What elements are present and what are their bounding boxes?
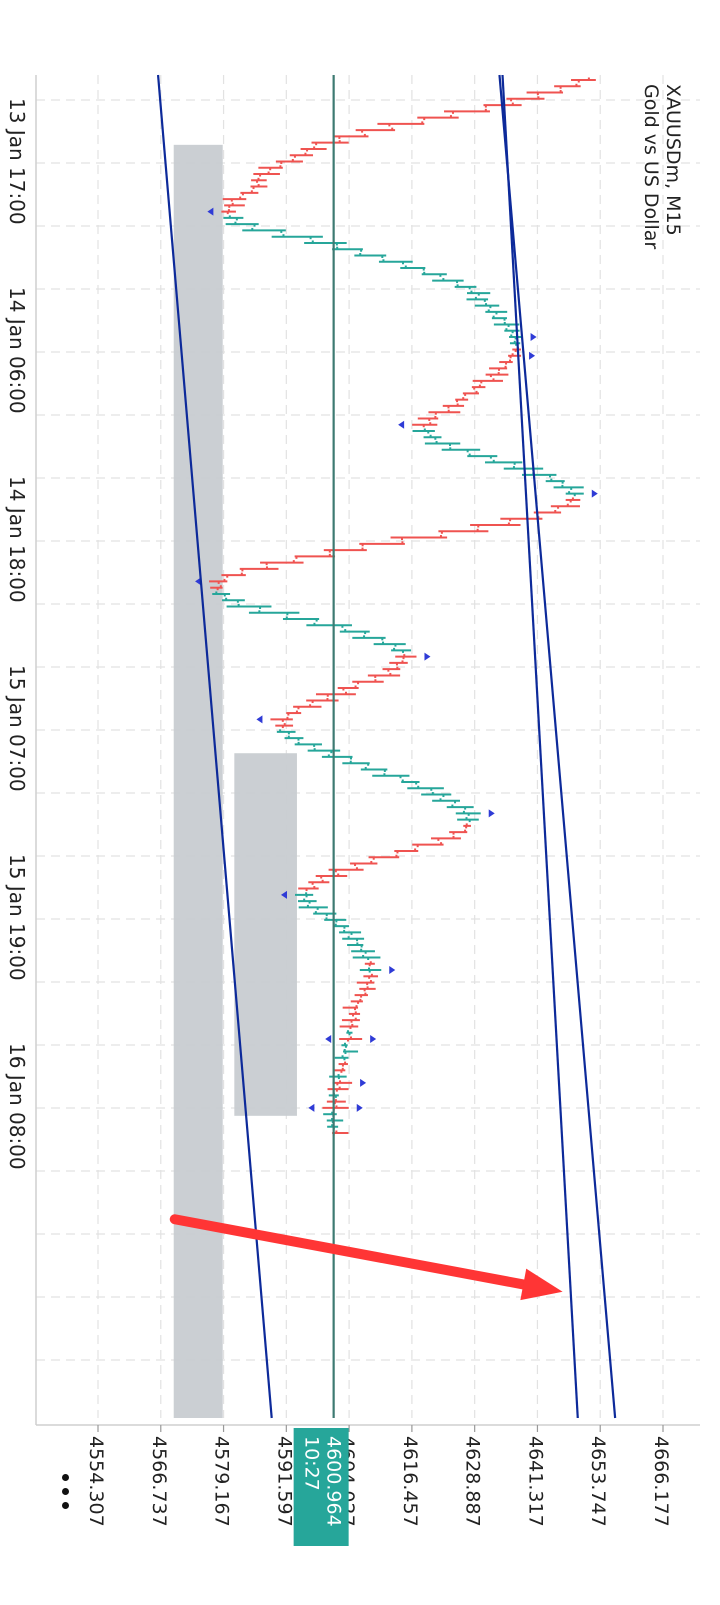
- fractal-down-marker: [308, 1103, 315, 1112]
- fractal-up-marker: [424, 652, 431, 661]
- grid-lines: [36, 75, 700, 1418]
- price-tick-label: 4666.177: [650, 1436, 672, 1527]
- price-zones: [173, 144, 297, 1419]
- price-tick-label: 4653.747: [587, 1436, 609, 1527]
- price-tick-label: 4591.597: [273, 1436, 295, 1527]
- price-tick-label: 4579.167: [211, 1436, 233, 1527]
- ohlc-bars: [209, 77, 596, 1136]
- trendlines[interactable]: [156, 74, 617, 1419]
- price-axis: 4554.3074566.7374579.1674591.5974604.027…: [85, 1425, 672, 1527]
- time-tick-label: 15 Jan 19:00: [5, 854, 29, 981]
- trendline[interactable]: [498, 74, 617, 1419]
- fractal-down-marker: [398, 420, 405, 429]
- price-badge-value: 4600.964: [323, 1436, 345, 1527]
- time-tick-label: 13 Jan 17:00: [5, 98, 29, 225]
- symbol-description: Gold vs US Dollar: [640, 84, 662, 249]
- trendline[interactable]: [501, 74, 579, 1419]
- fractal-up-marker: [356, 1103, 363, 1112]
- time-tick-label: 14 Jan 18:00: [5, 476, 29, 603]
- price-badge-bg: [293, 1428, 349, 1546]
- arrow-shaft[interactable]: [169, 1214, 529, 1290]
- fractal-up-marker: [591, 489, 598, 498]
- fractal-up-marker: [360, 1078, 367, 1087]
- fractal-down-marker: [325, 1034, 332, 1043]
- fractal-markers: [195, 207, 598, 1112]
- fractal-up-marker: [389, 966, 396, 975]
- symbol-label: XAUUSDm, M15: [662, 84, 684, 236]
- price-badge-countdown: 10:27: [301, 1436, 323, 1491]
- price-tick-label: 4628.887: [462, 1436, 484, 1527]
- fractal-down-marker: [256, 715, 263, 724]
- price-tick-label: 4616.457: [399, 1436, 421, 1527]
- time-axis: 13 Jan 17:00 14 Jan 06:00 14 Jan 18:00 15 J…: [5, 98, 29, 1170]
- time-tick-label: 16 Jan 08:00: [5, 1043, 29, 1170]
- more-options-icon[interactable]: [56, 1474, 76, 1524]
- price-tick-label: 4566.737: [148, 1436, 170, 1527]
- fractal-up-marker: [370, 1034, 377, 1043]
- fractal-down-marker: [207, 207, 214, 216]
- price-tick-label: 4641.317: [524, 1436, 546, 1527]
- price-tick-label: 4554.307: [85, 1436, 107, 1527]
- fractal-up-marker: [488, 809, 495, 818]
- fractal-down-marker: [281, 890, 288, 899]
- chart-frame: [35, 75, 700, 1426]
- time-tick-label: 14 Jan 06:00: [5, 287, 29, 414]
- arrow-head[interactable]: [520, 1268, 563, 1301]
- price-zone: [234, 753, 297, 1116]
- trendline[interactable]: [156, 74, 273, 1419]
- fractal-up-marker: [529, 351, 536, 360]
- fractal-up-marker: [530, 332, 537, 341]
- fractal-down-marker: [195, 577, 202, 586]
- red-arrow-annotation[interactable]: [169, 1214, 563, 1301]
- time-tick-label: 15 Jan 07:00: [5, 665, 29, 792]
